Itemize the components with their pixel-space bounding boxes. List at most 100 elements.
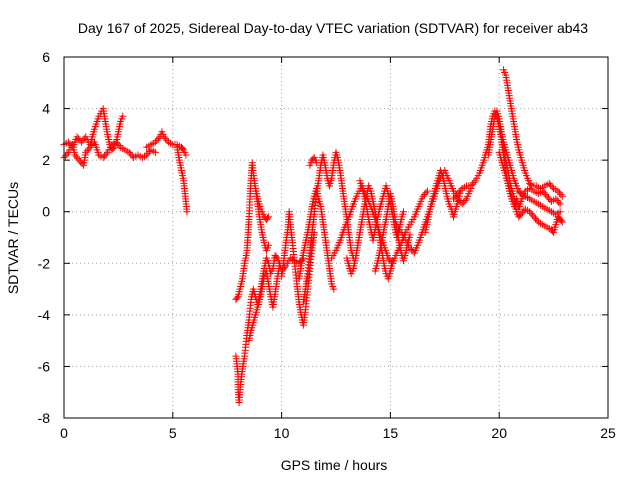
data-point-marker <box>101 152 109 160</box>
data-point-marker <box>312 159 320 167</box>
data-point-marker <box>151 148 159 156</box>
data-point-marker <box>162 135 170 143</box>
y-tick-label: -6 <box>38 358 51 374</box>
data-point-marker <box>556 208 564 216</box>
data-point-marker <box>399 208 407 216</box>
data-point-marker <box>160 133 168 141</box>
data-point-marker <box>454 190 462 198</box>
x-tick-label: 15 <box>383 425 399 441</box>
data-point-marker <box>527 209 535 217</box>
y-tick-label: -8 <box>38 410 51 426</box>
data-point-marker <box>543 192 551 200</box>
data-point-marker <box>265 241 273 249</box>
x-tick-label: 10 <box>274 425 290 441</box>
data-point-marker <box>422 189 430 197</box>
y-tick-label: -2 <box>38 255 51 271</box>
data-point-marker <box>83 147 91 155</box>
data-point-marker <box>71 151 79 159</box>
data-point-marker <box>407 246 415 254</box>
data-point-marker <box>82 148 90 156</box>
data-point-marker <box>554 187 562 195</box>
data-point-marker <box>263 214 271 222</box>
data-point-marker <box>527 181 535 189</box>
x-tick-label: 0 <box>60 425 68 441</box>
data-point-marker <box>555 189 563 197</box>
data-point-marker <box>182 151 190 159</box>
data-point-marker <box>556 200 564 208</box>
data-point-marker <box>553 197 561 205</box>
data-point-marker <box>144 149 152 157</box>
data-point-marker <box>467 182 475 190</box>
y-tick-label: 4 <box>42 101 50 117</box>
data-point-marker <box>102 150 110 158</box>
data-point-marker <box>389 257 397 265</box>
data-point-marker <box>419 192 427 200</box>
data-point-marker <box>64 138 72 146</box>
data-point-marker <box>531 215 539 223</box>
data-point-marker <box>330 285 338 293</box>
data-point-marker <box>406 244 414 252</box>
data-point-marker <box>558 218 566 226</box>
data-point-marker <box>151 138 159 146</box>
y-tick-label: -4 <box>38 307 51 323</box>
data-point-marker <box>547 181 555 189</box>
data-point-marker <box>533 216 541 224</box>
data-point-marker <box>420 191 428 199</box>
data-point-marker <box>530 213 538 221</box>
data-point-marker <box>179 145 187 153</box>
data-point-marker <box>470 178 478 186</box>
data-point-marker <box>549 227 557 235</box>
series-sat-v <box>495 148 566 236</box>
data-point-marker <box>72 153 80 161</box>
data-point-marker <box>557 217 565 225</box>
data-point-marker <box>265 213 273 221</box>
x-axis-label: GPS time / hours <box>281 457 388 473</box>
series-sat-e <box>232 252 307 407</box>
data-point-marker <box>125 148 133 156</box>
data-point-marker <box>529 211 537 219</box>
y-tick-label: 2 <box>42 152 50 168</box>
data-point-marker <box>518 209 526 217</box>
data-point-marker <box>555 198 563 206</box>
data-point-marker <box>80 135 88 143</box>
data-point-marker <box>451 193 459 201</box>
x-tick-label: 20 <box>491 425 507 441</box>
y-tick-label: 6 <box>42 49 50 65</box>
data-point-marker <box>163 136 171 144</box>
data-point-marker <box>114 140 122 148</box>
data-point-marker <box>88 142 96 150</box>
data-point-marker <box>526 208 534 216</box>
series-sat-d <box>173 143 191 216</box>
data-point-marker <box>450 195 458 203</box>
data-point-marker <box>406 231 414 239</box>
series-sat-u <box>500 66 566 200</box>
series-sat-b <box>60 138 159 169</box>
data-point-marker <box>452 191 460 199</box>
axis-ticks: 0 5 10 15 20 25 -8 -6 -4 -2 0 2 4 6 <box>38 49 616 441</box>
data-point-marker <box>86 143 94 151</box>
series-sat-i <box>278 208 318 329</box>
y-axis-label: SDTVAR / TECUs <box>5 182 21 294</box>
data-point-marker <box>455 188 463 196</box>
data-point-marker <box>461 197 469 205</box>
data-point-marker <box>233 294 241 302</box>
data-point-marker <box>517 210 525 218</box>
data-point-marker <box>61 152 69 160</box>
data-point-marker <box>548 183 556 191</box>
data-point-marker <box>153 136 161 144</box>
data-point-marker <box>127 150 135 158</box>
data-point-marker <box>73 133 81 141</box>
series-sat-w <box>491 110 564 218</box>
data-point-marker <box>74 154 82 162</box>
series-sat-c <box>143 128 190 159</box>
data-point-marker <box>272 253 280 261</box>
data-point-marker <box>119 112 127 120</box>
chart-title: Day 167 of 2025, Sidereal Day-to-day VTE… <box>78 20 588 36</box>
data-point-marker <box>542 191 550 199</box>
data-point-marker <box>457 186 465 194</box>
data-points <box>60 66 566 407</box>
data-point-marker <box>540 189 548 197</box>
series-sat-h <box>251 185 273 223</box>
